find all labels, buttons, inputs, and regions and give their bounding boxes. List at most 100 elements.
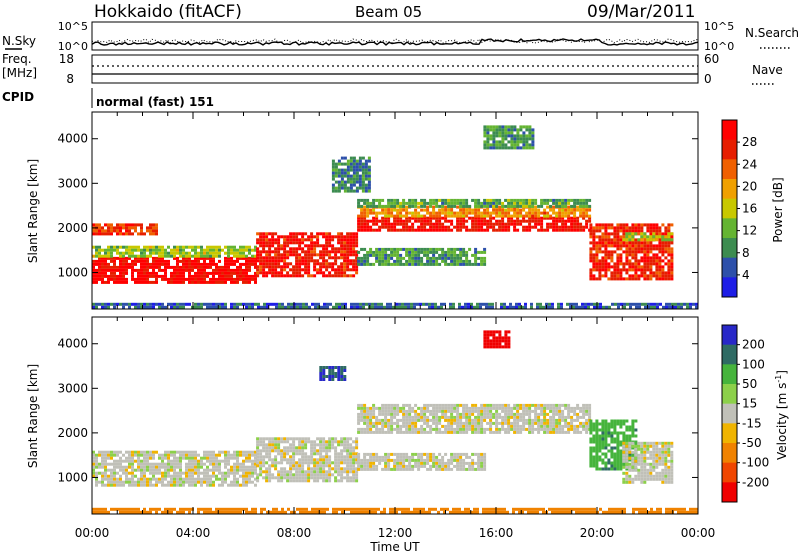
colorbar-segment [722, 423, 737, 444]
velocity-panel: Slant Range [km] 1000 2000 3000 4000 200 100… [26, 316, 789, 515]
noise-panel: N.Sky 10^5 10^0 10^5 10^0 N.Search [2, 20, 799, 53]
noise-right-tick-top: 10^5 [704, 20, 734, 33]
power-colorbar: 4 8 12 16 20 24 28 [721, 119, 757, 298]
velocity-region [622, 441, 674, 484]
colorbar-tick-label: 16 [742, 202, 757, 216]
colorbar-tick-label: 8 [742, 246, 750, 260]
beam-title: Beam 05 [355, 3, 422, 21]
colorbar-tick-label: 24 [742, 157, 757, 171]
time-tick-label: 12:00 [378, 526, 413, 540]
colorbar-segment [722, 179, 737, 200]
power-ylabel: Slant Range [km] [26, 159, 40, 263]
time-tick-label: 08:00 [277, 526, 312, 540]
colorbar-segment [722, 238, 737, 259]
velocity-yticks: 1000 2000 3000 4000 [57, 337, 698, 484]
power-region [331, 156, 371, 193]
noise-right-tick-bottom: 10^0 [704, 40, 734, 53]
noise-left-tick-bottom: 10^0 [58, 40, 88, 53]
power-region [92, 256, 257, 284]
power-region [92, 223, 158, 236]
colorbar-segment [722, 384, 737, 405]
cpid-label: CPID [2, 90, 34, 104]
nsky-label: N.Sky [2, 34, 36, 48]
time-tick-label: 00:00 [681, 526, 716, 540]
x-axis-label: Time UT [369, 540, 420, 554]
power-region [622, 232, 674, 242]
noise-search-trace [91, 38, 699, 44]
power-region [357, 247, 487, 266]
colorbar-tick-label: -200 [742, 475, 769, 489]
colorbar-tick-label: 100 [742, 357, 765, 371]
freq-left-tick-top: 18 [59, 52, 74, 66]
colorbar-segment [722, 120, 737, 141]
freq-panel: Freq. [MHz] 18 8 60 0 Nave [2, 52, 783, 86]
noise-left-tick-top: 10^5 [58, 20, 88, 33]
velocity-colorbar-label-sup: -1 [774, 375, 783, 383]
y-tick-label: 4000 [57, 132, 88, 146]
power-xticks [91, 112, 699, 309]
y-tick-label: 1000 [57, 265, 88, 279]
colorbar-segment [722, 257, 737, 278]
y-tick-label: 1000 [57, 470, 88, 484]
nsearch-label: N.Search [745, 26, 799, 40]
power-panel: Slant Range [km] 1000 2000 3000 4000 4 8 12 16… [26, 111, 785, 310]
power-region [92, 245, 257, 258]
freq-right-tick-bottom: 0 [704, 72, 712, 86]
colorbar-segment [722, 482, 737, 503]
y-tick-label: 3000 [57, 176, 88, 190]
time-tick-label: 16:00 [479, 526, 514, 540]
velocity-region [92, 450, 257, 487]
colorbar-segment [722, 344, 737, 365]
velocity-region [256, 437, 359, 483]
y-tick-label: 2000 [57, 221, 88, 235]
power-data [92, 125, 698, 309]
power-region [256, 232, 359, 278]
station-title: Hokkaido (fitACF) [94, 2, 242, 22]
freq-label: Freq. [2, 52, 32, 66]
colorbar-tick-label: -15 [742, 416, 762, 430]
velocity-region [483, 330, 511, 349]
velocity-colorbar: 200 100 50 15 -15 -50 -100 -200 [721, 324, 769, 503]
power-region [357, 216, 592, 232]
colorbar-tick-label: 12 [742, 224, 757, 238]
velocity-xticks [91, 317, 699, 514]
velocity-region [92, 507, 698, 514]
colorbar-segment [722, 277, 737, 298]
freq-unit-label: [MHz] [2, 66, 37, 80]
noise-sky-trace [91, 38, 699, 46]
colorbar-tick-label: 20 [742, 179, 757, 193]
colorbar-segment [722, 159, 737, 180]
velocity-colorbar-label-end: ] [775, 370, 789, 375]
colorbar-tick-label: -100 [742, 456, 769, 470]
power-region [92, 302, 698, 309]
cpid-mode: normal (fast) 151 [96, 95, 214, 109]
colorbar-segment [722, 139, 737, 160]
velocity-ylabel: Slant Range [km] [26, 364, 40, 468]
freq-right-tick-top: 60 [704, 52, 719, 66]
cpid-panel: CPID normal (fast) 151 [2, 88, 214, 109]
time-axis: 00:00 04:00 08:00 12:00 16:00 20:00 00:00 [75, 526, 716, 540]
colorbar-segment [722, 403, 737, 424]
colorbar-tick-label: 28 [742, 135, 757, 149]
power-region [589, 223, 674, 281]
velocity-region [357, 403, 592, 434]
date-title: 09/Mar/2011 [587, 2, 695, 22]
colorbar-segment [722, 218, 737, 239]
colorbar-tick-label: -50 [742, 436, 762, 450]
velocity-data [92, 330, 698, 514]
y-tick-label: 3000 [57, 381, 88, 395]
power-colorbar-label: Power [dB] [771, 177, 785, 242]
time-tick-label: 04:00 [176, 526, 211, 540]
power-yticks: 1000 2000 3000 4000 [57, 132, 698, 279]
colorbar-tick-label: 50 [742, 377, 757, 391]
velocity-colorbar-label: Velocity [m s-1] [774, 370, 789, 460]
velocity-region [357, 452, 487, 471]
time-tick-label: 20:00 [580, 526, 615, 540]
colorbar-tick-label: 200 [742, 338, 765, 352]
colorbar-segment [722, 364, 737, 385]
power-region [357, 198, 592, 208]
nave-label: Nave [752, 63, 783, 77]
colorbar-segment [722, 198, 737, 219]
velocity-region [319, 366, 347, 381]
